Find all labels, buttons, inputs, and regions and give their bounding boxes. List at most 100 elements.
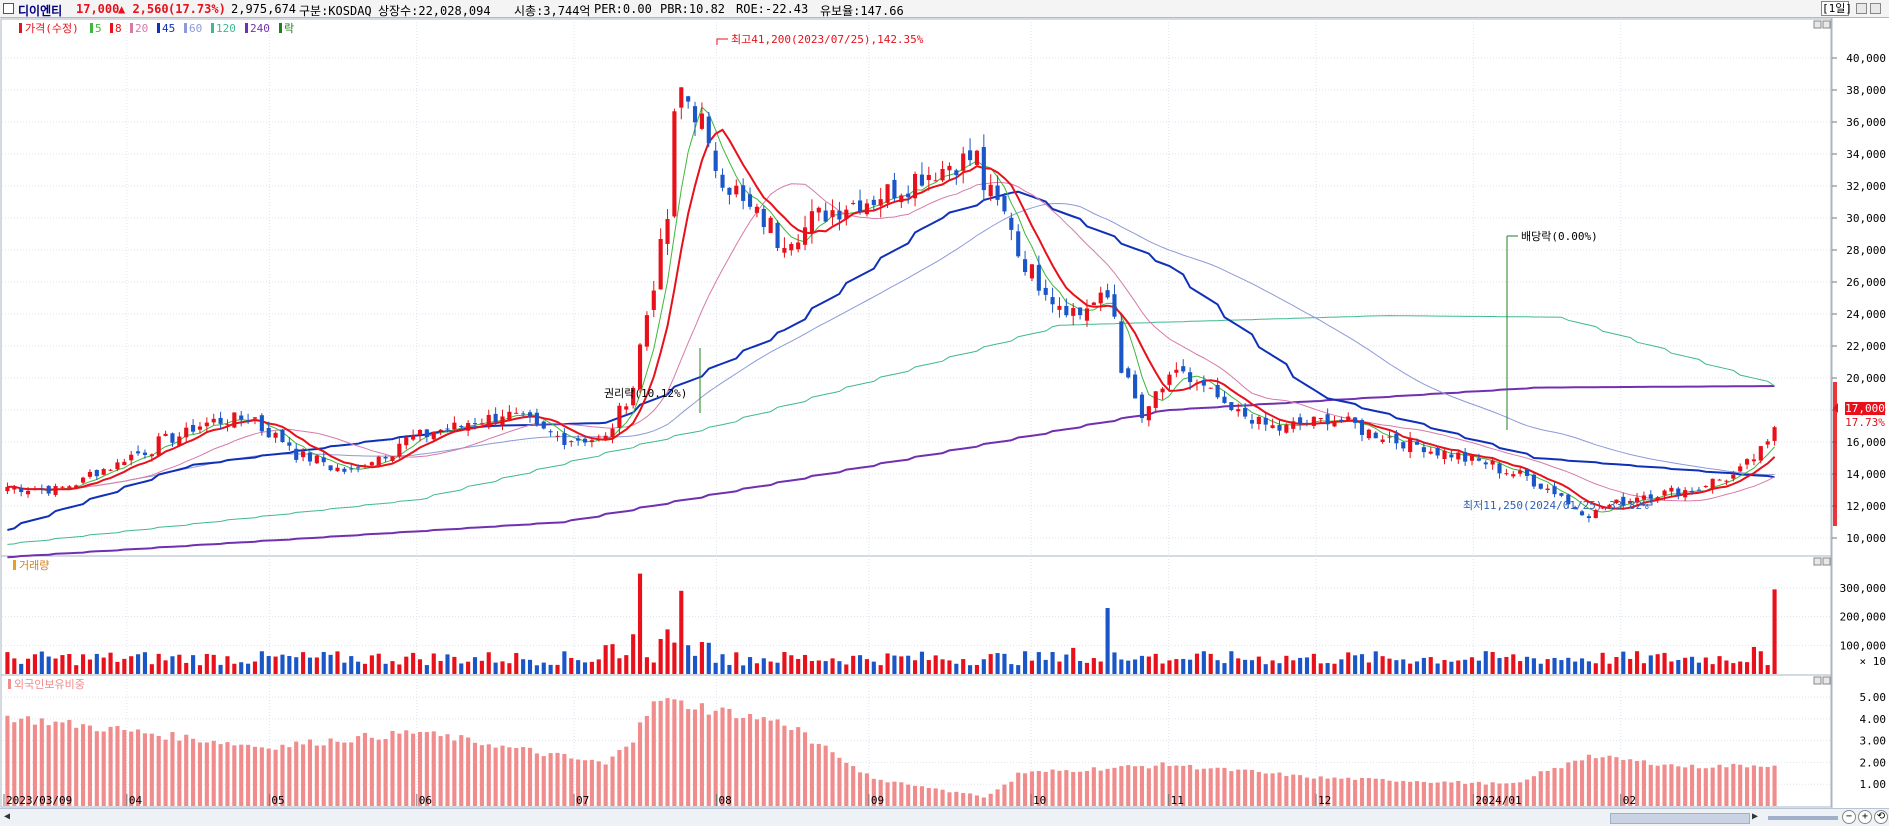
volume-bar [1332, 663, 1337, 674]
scroll-left-icon[interactable]: ◀ [4, 811, 11, 822]
volume-minimize-icon[interactable] [1813, 557, 1822, 566]
zoom-out-icon[interactable]: − [1842, 810, 1856, 824]
foreign-bar [191, 738, 196, 806]
volume-bar [1676, 659, 1681, 674]
period-button[interactable]: [1일] [1821, 1, 1852, 16]
x-tick-label: 11 [1171, 794, 1184, 807]
volume-bar [809, 660, 814, 674]
volume-bar [438, 660, 443, 674]
candle-body [273, 432, 278, 438]
legend-swatch [157, 23, 160, 33]
volume-bar [1284, 655, 1289, 674]
candle-body [1738, 466, 1743, 472]
candle-body [1318, 417, 1323, 419]
zoom-slider[interactable] [1768, 816, 1838, 820]
candle-body [527, 412, 533, 417]
volume-bar [1139, 655, 1145, 674]
candle-body [328, 465, 333, 471]
candle-body [438, 429, 443, 432]
foreign-bar [479, 745, 484, 806]
price-close-icon[interactable] [1822, 20, 1831, 29]
candle-body [541, 421, 546, 429]
foreign-bar [163, 739, 168, 806]
candle-body [1263, 417, 1268, 425]
candle-body [67, 486, 72, 488]
foreign-bar [1311, 778, 1316, 806]
volume-bar [1318, 663, 1323, 674]
foreign-bar [658, 700, 663, 806]
stock-chart[interactable]: 2023/03/09 04 05 06 07 08 09 10 11 12 2024/01 02 10,… [0, 18, 1889, 808]
volume-bar [1194, 653, 1200, 674]
close-icon[interactable] [1870, 3, 1881, 14]
candle-body [1710, 478, 1715, 490]
scrollbar-thumb[interactable] [1610, 813, 1750, 824]
foreign-bar [1772, 765, 1777, 806]
volume-panel[interactable] [0, 555, 1832, 676]
scroll-right-icon[interactable]: ▶ [1752, 811, 1759, 822]
candle-body [1676, 488, 1681, 496]
candle-body [1167, 374, 1172, 385]
volume-bar [1648, 655, 1653, 674]
candle-body [1476, 458, 1481, 461]
volume-bar [129, 656, 134, 674]
foreign-bar [1304, 777, 1310, 806]
foreign-bar [1538, 771, 1543, 806]
grid-lines [2, 19, 1831, 806]
volume-bar [548, 664, 553, 674]
volume-bar [301, 652, 306, 674]
price-panel[interactable] [0, 18, 1832, 557]
foreign-bar [741, 717, 746, 806]
foreign-bar [1215, 767, 1220, 806]
foreign-bar [314, 745, 319, 806]
foreign-close-icon[interactable] [1822, 676, 1831, 685]
foreign-bar [438, 736, 443, 806]
zoom-in-icon[interactable]: + [1858, 810, 1872, 824]
candle-body [266, 427, 271, 438]
foreign-bar [871, 778, 876, 806]
foreign-bar [252, 746, 258, 806]
menu-checkbox[interactable] [3, 3, 14, 14]
volume-bar [1043, 659, 1048, 674]
foreign-bar [1442, 781, 1447, 806]
volume-bar [1064, 654, 1069, 674]
volume-bar [1071, 647, 1076, 674]
candle-body [686, 96, 691, 102]
foreign-bar [1009, 781, 1014, 806]
foreign-bar [1469, 782, 1475, 806]
price-minimize-icon[interactable] [1813, 20, 1822, 29]
volume-close-icon[interactable] [1822, 557, 1831, 566]
foreign-bar [947, 792, 952, 806]
foreign-bar [610, 756, 615, 806]
stock-name[interactable]: 디이엔티 [18, 4, 63, 18]
foreign-bar [1662, 764, 1667, 806]
foreign-minimize-icon[interactable] [1813, 676, 1822, 685]
x-tick-label: 07 [576, 794, 589, 807]
foreign-bar [459, 735, 464, 806]
volume-bar [417, 659, 423, 674]
foreign-bar [1366, 778, 1371, 806]
minimize-icon[interactable] [1856, 3, 1867, 14]
candle-body [995, 185, 1000, 200]
foreign-bar [1071, 771, 1076, 806]
candle-body [555, 435, 560, 437]
candle-body [1304, 423, 1310, 425]
foreign-bar [548, 753, 553, 806]
foreign-bar [1036, 771, 1041, 806]
foreign-bar [122, 730, 127, 806]
volume-bar [191, 655, 196, 674]
candle-body [1566, 494, 1571, 505]
volume-bar [1249, 660, 1255, 674]
reserve-ratio: 유보율:147.66 [820, 4, 904, 18]
foreign-bar [1380, 778, 1385, 806]
candle-body [246, 420, 251, 423]
foreign-bar [1105, 768, 1110, 806]
volume-bar [81, 654, 86, 674]
foreign-tick-label: 1.00 [1860, 778, 1887, 791]
candle-body [644, 315, 649, 347]
volume-bar [1311, 653, 1316, 674]
volume-bar [1373, 651, 1378, 674]
foreign-bar [1593, 758, 1598, 806]
candle-body [1133, 374, 1138, 399]
zoom-reset-icon[interactable]: ⟲ [1874, 810, 1888, 824]
foreign-bar [67, 719, 72, 806]
